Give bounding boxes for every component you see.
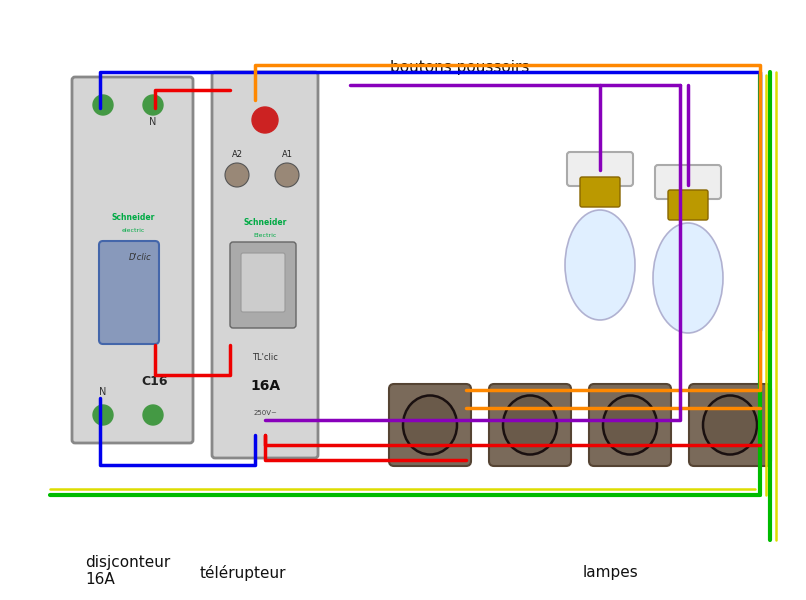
Circle shape — [93, 405, 113, 425]
Text: lampes: lampes — [583, 565, 638, 580]
Text: disjconteur
16A: disjconteur 16A — [85, 555, 170, 587]
Circle shape — [275, 163, 299, 187]
Ellipse shape — [653, 223, 723, 333]
FancyBboxPatch shape — [655, 165, 721, 199]
Ellipse shape — [565, 210, 635, 320]
Text: 16A: 16A — [250, 379, 280, 393]
FancyBboxPatch shape — [567, 152, 633, 186]
Ellipse shape — [603, 395, 657, 455]
Text: C16: C16 — [142, 375, 168, 388]
Text: A1: A1 — [281, 150, 293, 159]
FancyBboxPatch shape — [230, 242, 296, 328]
FancyBboxPatch shape — [589, 384, 671, 466]
Text: A2: A2 — [231, 150, 243, 159]
FancyBboxPatch shape — [489, 384, 571, 466]
Text: 250V~: 250V~ — [253, 410, 277, 416]
Circle shape — [143, 95, 163, 115]
FancyBboxPatch shape — [212, 72, 318, 458]
Text: boutons poussoirs: boutons poussoirs — [390, 60, 530, 75]
Ellipse shape — [703, 395, 757, 455]
Text: N: N — [149, 117, 156, 127]
Circle shape — [225, 163, 249, 187]
Circle shape — [93, 95, 113, 115]
Circle shape — [252, 107, 278, 133]
Ellipse shape — [503, 395, 557, 455]
Text: electric: electric — [122, 228, 145, 233]
Text: Schneider: Schneider — [243, 218, 287, 227]
Text: TL'clic: TL'clic — [252, 353, 278, 362]
Text: D'clic: D'clic — [129, 253, 152, 262]
FancyBboxPatch shape — [72, 77, 193, 443]
Ellipse shape — [403, 395, 457, 455]
FancyBboxPatch shape — [668, 190, 708, 220]
FancyBboxPatch shape — [389, 384, 471, 466]
Text: Schneider: Schneider — [111, 213, 155, 222]
FancyBboxPatch shape — [689, 384, 771, 466]
FancyBboxPatch shape — [580, 177, 620, 207]
FancyBboxPatch shape — [241, 253, 285, 312]
Text: Electric: Electric — [253, 233, 276, 238]
Text: N: N — [99, 387, 106, 397]
Text: télérupteur: télérupteur — [200, 565, 286, 581]
Circle shape — [143, 405, 163, 425]
FancyBboxPatch shape — [99, 241, 159, 344]
